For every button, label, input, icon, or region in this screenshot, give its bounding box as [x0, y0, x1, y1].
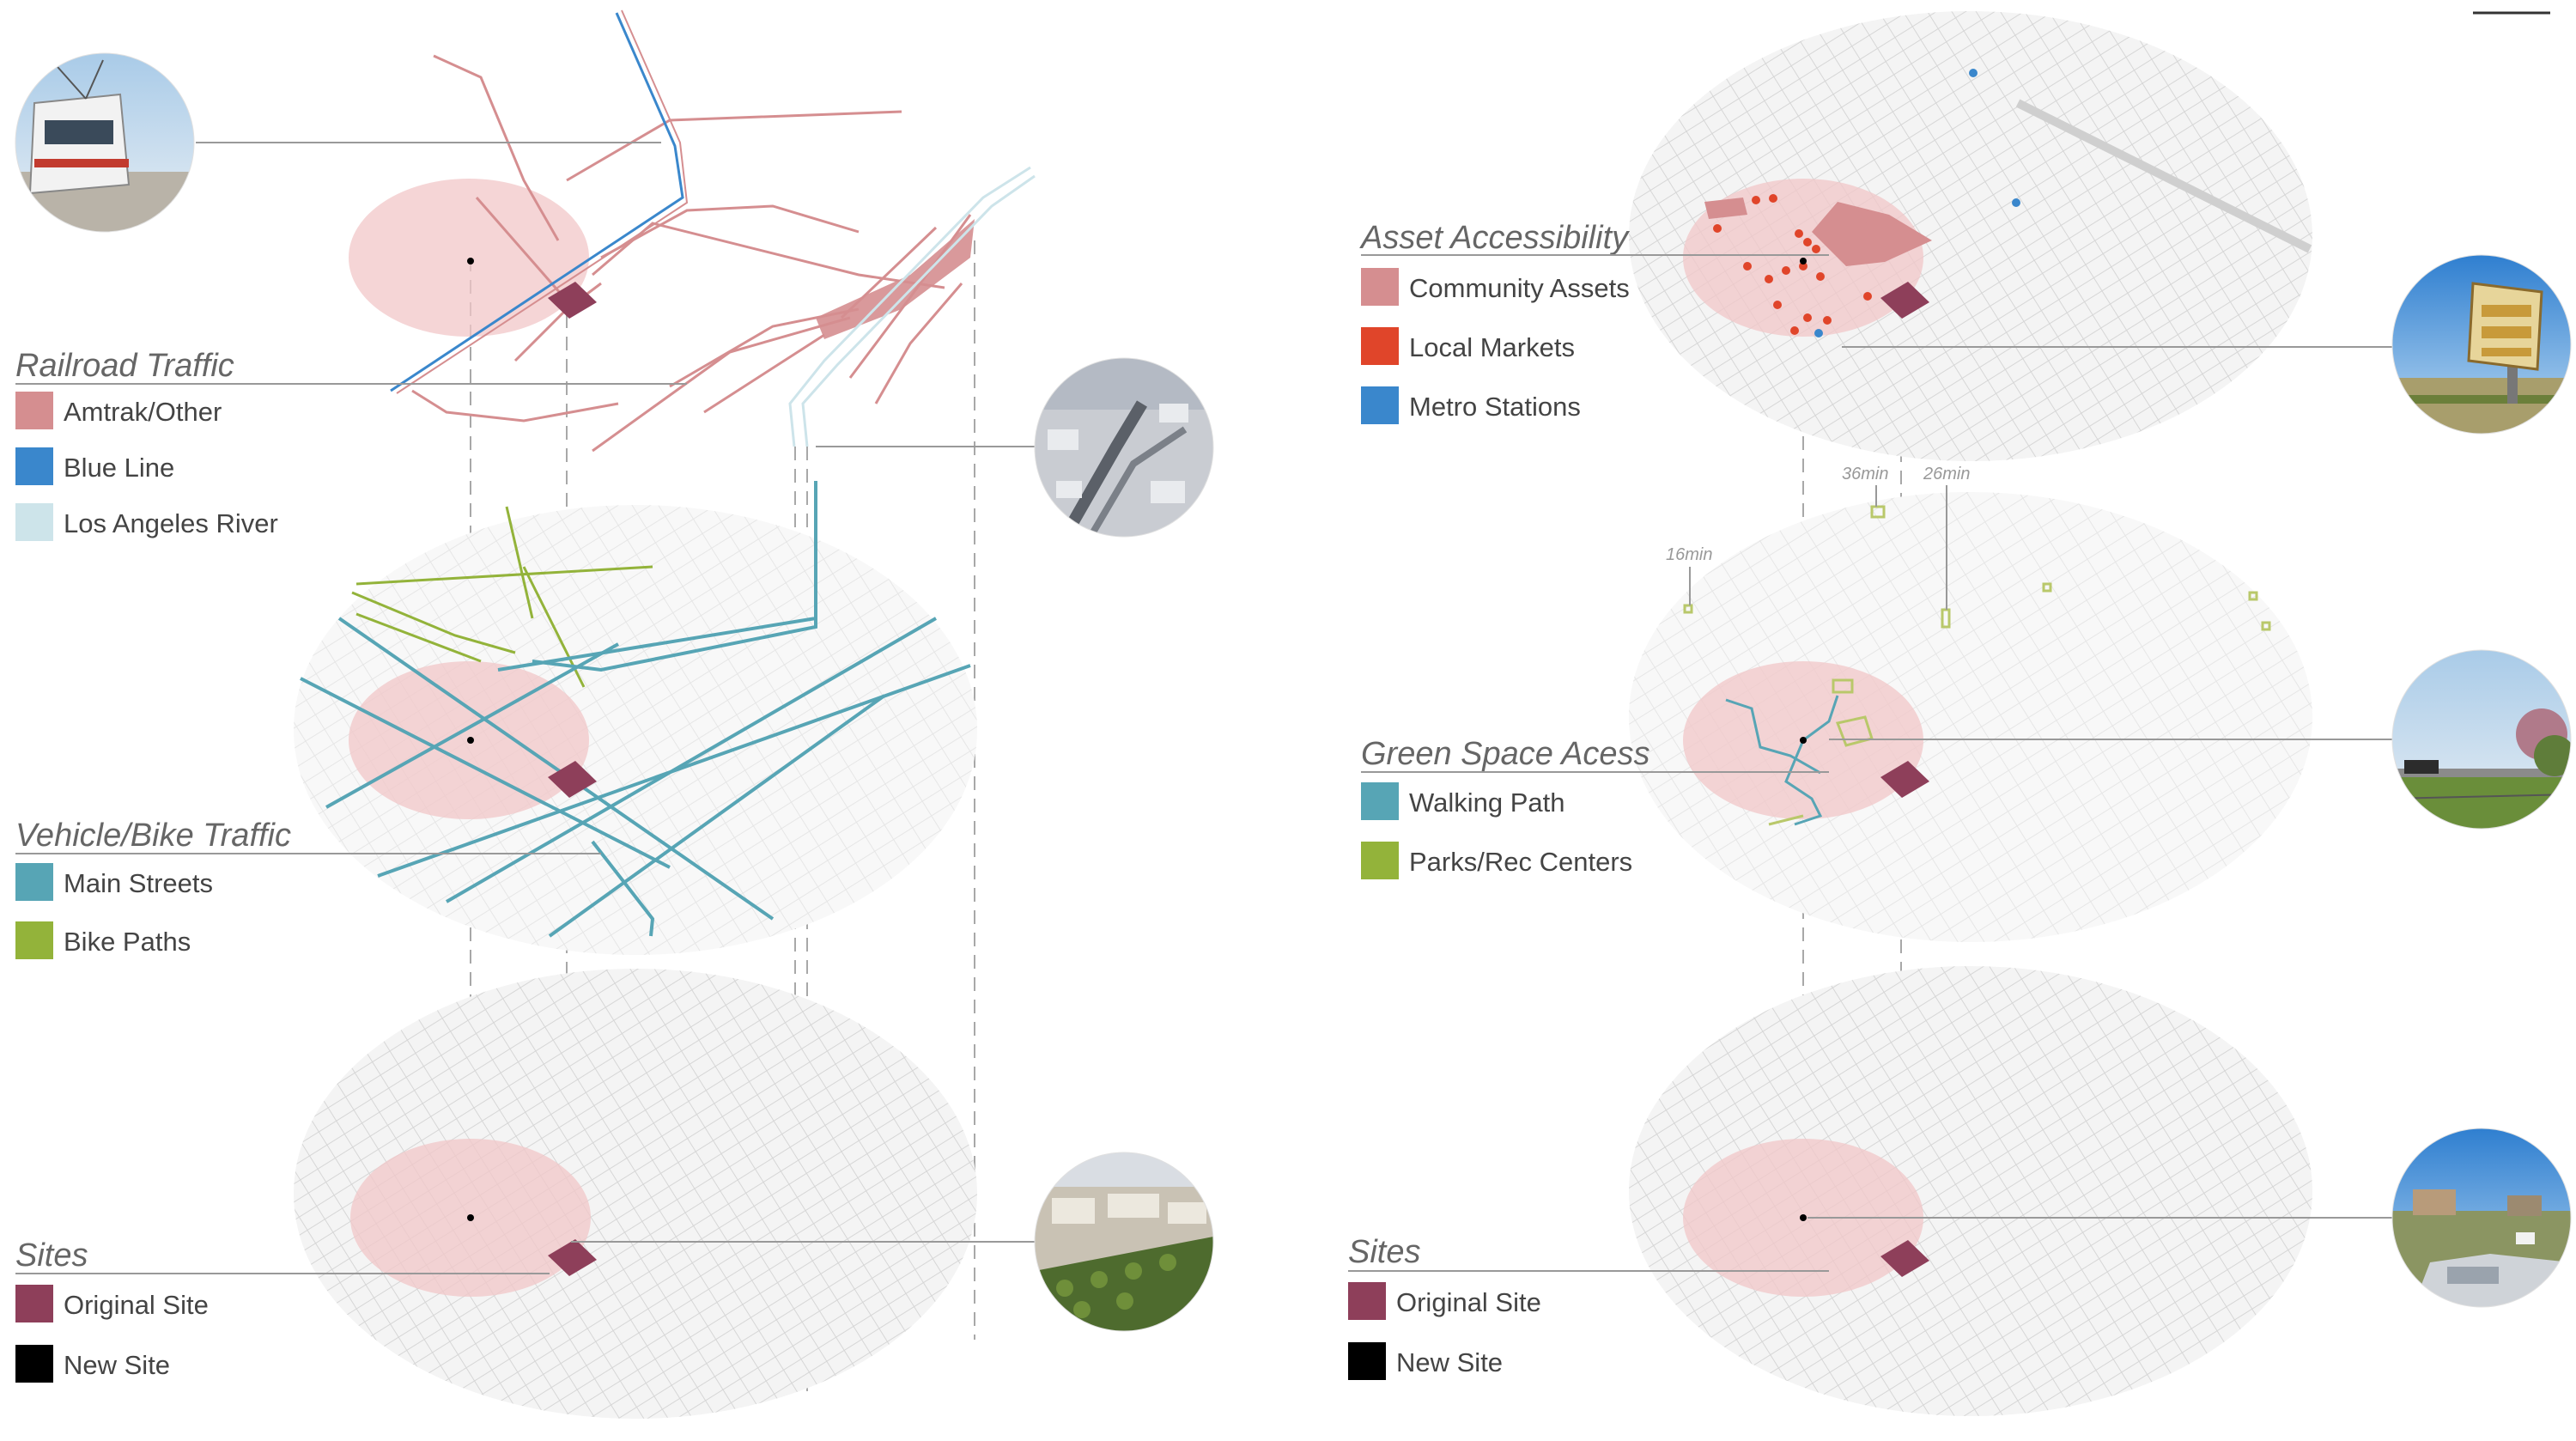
vehicle-map-ellipse	[294, 505, 977, 955]
legend-asset: Asset Accessibility Community Assets Loc…	[1359, 220, 1829, 424]
railroad-halo	[349, 179, 589, 337]
local-markets	[1713, 194, 1872, 335]
original-site-marker	[1880, 761, 1929, 798]
base-map-ellipse	[1629, 966, 2312, 1416]
travel-time-label: 16min	[1666, 545, 1712, 564]
new-site-marker	[1800, 737, 1807, 744]
travel-time-label: 26min	[1923, 465, 1970, 483]
swatch-blue-line	[15, 447, 53, 485]
sites-layer-left	[294, 969, 977, 1419]
legend-railroad: Railroad Traffic Amtrak/Other Blue Line …	[15, 348, 687, 541]
swatch-original-site	[15, 1285, 53, 1322]
swatch-local-markets	[1361, 327, 1399, 365]
base-map-ellipse	[294, 969, 977, 1419]
asset-layer-right	[1629, 11, 2312, 461]
swatch-original-site	[1348, 1282, 1386, 1320]
legend-title: Asset Accessibility	[1359, 220, 1630, 256]
legend-sites-right: Sites Original Site New Site	[1348, 1234, 1829, 1380]
time-leaders	[1689, 485, 1947, 610]
new-site-marker	[1800, 1214, 1807, 1221]
new-site-marker	[467, 1214, 474, 1221]
swatch-main-streets	[15, 863, 53, 901]
legend-title: Sites	[1348, 1234, 1420, 1270]
green-map-ellipse	[1629, 492, 2312, 942]
freeway-aerial-photo	[1035, 358, 1213, 537]
new-site-marker	[467, 258, 474, 264]
original-site-marker	[548, 282, 597, 319]
swatch-walking-path	[1361, 782, 1399, 820]
new-site-marker	[467, 737, 474, 744]
legend-title: Vehicle/Bike Traffic	[15, 818, 291, 854]
vehicle-layer-left	[294, 481, 977, 955]
right-column: 36min 26min 16min	[1348, 11, 2572, 1416]
swatch-river	[15, 503, 53, 541]
left-column: Railroad Traffic Amtrak/Other Blue Line …	[15, 9, 1214, 1419]
legend-item-label: Blue Line	[64, 453, 174, 483]
swatch-community-assets	[1361, 268, 1399, 306]
swatch-metro-stations	[1361, 386, 1399, 424]
rail-yard	[816, 219, 975, 339]
legend-item-label: Amtrak/Other	[64, 397, 222, 427]
legend-title: Green Space Acess	[1361, 736, 1650, 772]
swatch-amtrak	[15, 392, 53, 429]
legend-item-label: Original Site	[1396, 1287, 1541, 1317]
la-river	[788, 166, 1036, 447]
train-photo	[15, 53, 194, 232]
vacant-lot-photo	[2392, 1128, 2571, 1307]
walking-paths	[1725, 695, 1839, 826]
new-site-marker	[1800, 258, 1807, 264]
original-site-marker	[1880, 282, 1929, 319]
swatch-bike-paths	[15, 921, 53, 959]
legend-green: Green Space Acess Walking Path Parks/Rec…	[1361, 736, 1829, 879]
metro-stations	[1814, 69, 2020, 337]
legend-title: Sites	[15, 1237, 88, 1274]
legend-item-label: New Site	[1396, 1347, 1503, 1377]
asset-map-ellipse	[1629, 11, 2312, 461]
legend-sites-left: Sites Original Site New Site	[15, 1237, 550, 1383]
legend-item-label: New Site	[64, 1350, 170, 1380]
swatch-new-site	[15, 1345, 53, 1383]
legend-item-label: Los Angeles River	[64, 508, 278, 538]
legend-item-label: Metro Stations	[1409, 392, 1581, 422]
legend-item-label: Walking Path	[1409, 787, 1565, 818]
legend-item-label: Bike Paths	[64, 927, 191, 957]
original-site-marker	[548, 1239, 597, 1276]
callout-lines-right	[1807, 346, 2392, 1219]
legend-item-label: Community Assets	[1409, 273, 1630, 303]
legend-title: Railroad Traffic	[15, 348, 234, 384]
aerial-site-photo	[1035, 1152, 1213, 1331]
bike-paths	[351, 506, 653, 688]
callout-lines-left	[196, 142, 1035, 1243]
travel-time-label: 36min	[1842, 465, 1888, 483]
swatch-new-site	[1348, 1342, 1386, 1380]
legend-item-label: Parks/Rec Centers	[1409, 847, 1632, 877]
sites-layer-right	[1629, 966, 2312, 1416]
railroad-layer-left	[349, 9, 1036, 453]
swatch-parks	[1361, 842, 1399, 879]
blue-line	[390, 9, 689, 394]
original-site-marker	[548, 761, 597, 798]
legend-item-label: Original Site	[64, 1290, 209, 1320]
legend-vehicle: Vehicle/Bike Traffic Main Streets Bike P…	[15, 818, 601, 959]
green-layer-right: 36min 26min 16min	[1629, 465, 2312, 942]
original-site-marker	[1880, 1240, 1929, 1277]
swap-meet-photo	[2392, 255, 2571, 434]
legend-item-label: Local Markets	[1409, 332, 1575, 362]
park-photo	[2392, 650, 2571, 829]
community-assets	[1704, 198, 1932, 266]
legend-item-label: Main Streets	[64, 868, 213, 898]
